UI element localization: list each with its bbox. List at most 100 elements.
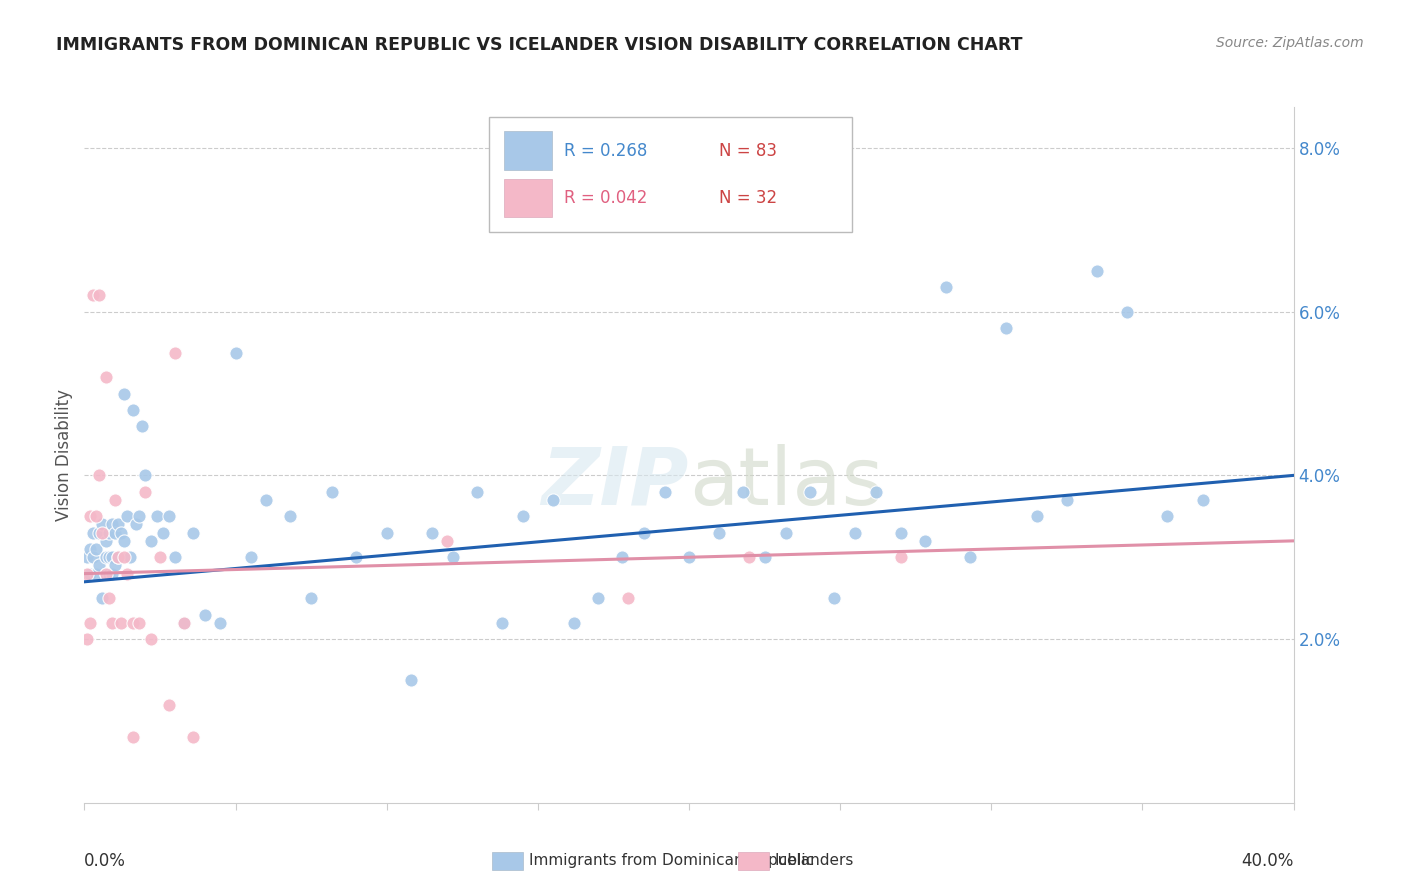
- Point: [678, 550, 700, 565]
- Point: [94, 533, 117, 548]
- Text: 0.0%: 0.0%: [84, 852, 127, 870]
- Point: [491, 615, 513, 630]
- Point: [738, 550, 761, 565]
- Text: N = 32: N = 32: [720, 189, 778, 207]
- Point: [163, 345, 186, 359]
- Point: [94, 566, 117, 581]
- Point: [76, 550, 98, 565]
- Point: [79, 542, 101, 557]
- Point: [157, 698, 180, 712]
- Point: [775, 525, 797, 540]
- Point: [128, 615, 150, 630]
- Point: [733, 484, 755, 499]
- Text: IMMIGRANTS FROM DOMINICAN REPUBLIC VS ICELANDER VISION DISABILITY CORRELATION CH: IMMIGRANTS FROM DOMINICAN REPUBLIC VS IC…: [56, 36, 1022, 54]
- Point: [128, 509, 150, 524]
- Point: [152, 525, 174, 540]
- Point: [91, 591, 114, 606]
- Point: [121, 731, 143, 745]
- Point: [654, 484, 676, 499]
- Point: [110, 615, 132, 630]
- Point: [91, 517, 114, 532]
- Point: [1156, 509, 1178, 524]
- Point: [149, 550, 172, 565]
- Point: [76, 566, 98, 581]
- Point: [173, 615, 195, 630]
- Text: ZIP: ZIP: [541, 443, 689, 522]
- Point: [100, 615, 122, 630]
- Text: 40.0%: 40.0%: [1241, 852, 1294, 870]
- Point: [112, 386, 135, 401]
- Point: [890, 525, 912, 540]
- Point: [112, 550, 135, 565]
- Point: [823, 591, 845, 606]
- Point: [139, 632, 162, 646]
- Point: [94, 550, 117, 565]
- Point: [94, 566, 117, 581]
- Point: [173, 615, 195, 630]
- Point: [97, 525, 120, 540]
- Point: [1191, 492, 1213, 507]
- Point: [1025, 509, 1047, 524]
- Point: [107, 550, 129, 565]
- Bar: [503, 131, 553, 169]
- Point: [125, 517, 148, 532]
- Point: [799, 484, 821, 499]
- Point: [104, 558, 127, 573]
- Point: [139, 533, 162, 548]
- Point: [131, 419, 153, 434]
- Point: [633, 525, 655, 540]
- Point: [110, 525, 132, 540]
- Point: [254, 492, 277, 507]
- Point: [299, 591, 322, 606]
- Point: [865, 484, 887, 499]
- Y-axis label: Vision Disability: Vision Disability: [55, 389, 73, 521]
- Point: [995, 321, 1018, 335]
- Point: [79, 509, 101, 524]
- Point: [399, 673, 422, 687]
- Point: [612, 550, 634, 565]
- Point: [346, 550, 368, 565]
- Point: [79, 615, 101, 630]
- Point: [163, 550, 186, 565]
- Point: [157, 509, 180, 524]
- Point: [118, 550, 141, 565]
- Point: [134, 468, 156, 483]
- Point: [181, 525, 204, 540]
- Point: [121, 615, 143, 630]
- Bar: [503, 178, 553, 217]
- Point: [97, 566, 120, 581]
- Point: [375, 525, 398, 540]
- Point: [134, 484, 156, 499]
- Point: [914, 533, 936, 548]
- Point: [709, 525, 731, 540]
- Point: [115, 566, 138, 581]
- Text: N = 83: N = 83: [720, 142, 778, 160]
- Point: [86, 542, 108, 557]
- Point: [194, 607, 217, 622]
- Point: [1116, 304, 1139, 318]
- Point: [146, 509, 169, 524]
- FancyBboxPatch shape: [489, 118, 852, 232]
- Point: [115, 509, 138, 524]
- Point: [467, 484, 489, 499]
- Text: Source: ZipAtlas.com: Source: ZipAtlas.com: [1216, 36, 1364, 50]
- Point: [588, 591, 610, 606]
- Point: [420, 525, 443, 540]
- Point: [82, 288, 104, 302]
- Point: [181, 731, 204, 745]
- Point: [225, 345, 247, 359]
- Point: [89, 468, 111, 483]
- Point: [107, 517, 129, 532]
- Point: [86, 509, 108, 524]
- Point: [76, 632, 98, 646]
- Point: [89, 525, 111, 540]
- Point: [209, 615, 232, 630]
- Point: [890, 550, 912, 565]
- Point: [100, 550, 122, 565]
- Point: [97, 550, 120, 565]
- Point: [321, 484, 343, 499]
- Point: [278, 509, 301, 524]
- Point: [91, 525, 114, 540]
- Point: [100, 517, 122, 532]
- Point: [112, 533, 135, 548]
